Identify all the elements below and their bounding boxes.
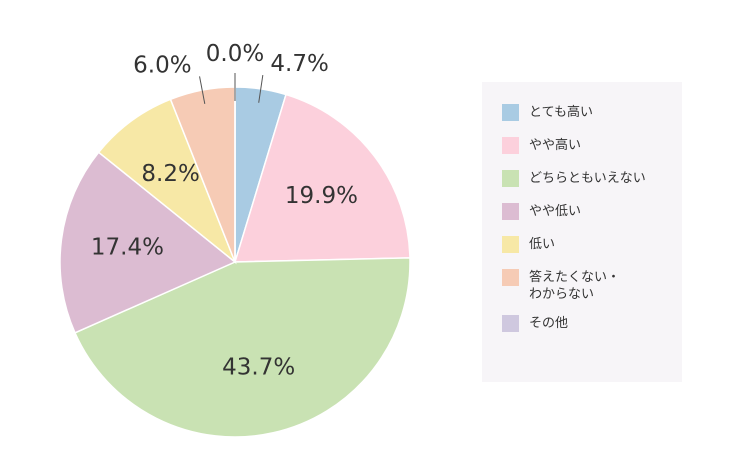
data-label: 4.7% bbox=[270, 51, 328, 77]
leader-line bbox=[199, 76, 206, 104]
legend-swatch bbox=[502, 269, 519, 286]
legend-label: どちらともいえない bbox=[529, 171, 646, 186]
data-label: 0.0% bbox=[206, 41, 264, 67]
data-label: 17.4% bbox=[91, 234, 164, 260]
data-label: 8.2% bbox=[141, 161, 199, 187]
legend-swatch bbox=[502, 236, 519, 253]
legend-swatch bbox=[502, 203, 519, 220]
legend-label: とても高い bbox=[529, 105, 593, 120]
legend-item: 低い bbox=[502, 236, 682, 269]
legend-item: とても高い bbox=[502, 104, 682, 137]
legend-item: その他 bbox=[502, 315, 682, 348]
legend-item: どちらともいえない bbox=[502, 170, 682, 203]
leader-line bbox=[258, 74, 264, 103]
legend-swatch bbox=[502, 137, 519, 154]
pie-slice bbox=[233, 93, 411, 263]
pie-slice bbox=[97, 98, 237, 265]
legend-label: 答えたくない・わからない bbox=[529, 270, 621, 302]
data-label: 43.7% bbox=[222, 354, 295, 380]
legend-label: 低い bbox=[529, 237, 556, 252]
legend-item: やや高い bbox=[502, 137, 682, 170]
legend: とても高いやや高いどちらともいえない やや低い低い答えたくない・わからないその他 bbox=[482, 82, 682, 382]
pie-slice bbox=[73, 257, 411, 438]
legend-item: 答えたくない・わからない bbox=[502, 269, 682, 315]
legend-swatch bbox=[502, 170, 519, 187]
legend-label: やや高い bbox=[529, 138, 582, 153]
legend-label: その他 bbox=[529, 316, 569, 331]
legend-item: やや低い bbox=[502, 203, 682, 236]
pie-slice bbox=[59, 151, 237, 334]
legend-swatch bbox=[502, 315, 519, 332]
legend-label: やや低い bbox=[529, 204, 582, 219]
legend-swatch bbox=[502, 104, 519, 121]
data-label: 6.0% bbox=[133, 53, 191, 79]
data-label: 19.9% bbox=[285, 183, 358, 209]
